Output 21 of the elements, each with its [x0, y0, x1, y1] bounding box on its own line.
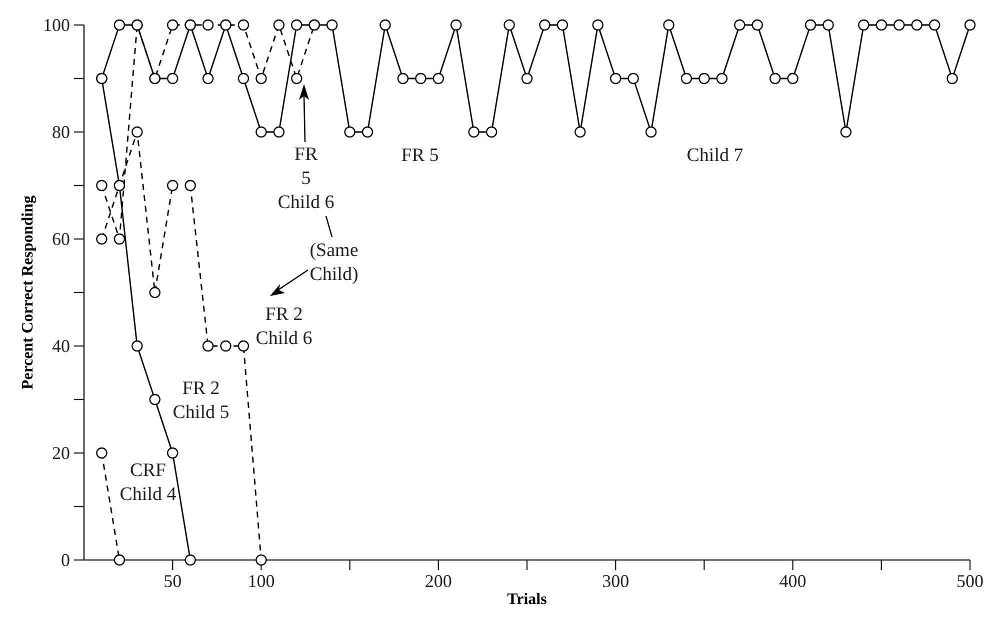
x-tick-label: 200	[424, 571, 452, 591]
y-tick-label: 40	[52, 336, 70, 356]
annotation: FR 2 Child 6	[256, 304, 312, 348]
y-tick-label: 100	[43, 15, 70, 35]
annotation: FR 2 Child 5	[172, 378, 230, 422]
x-tick-label: 500	[956, 571, 984, 591]
y-tick-label: 80	[52, 122, 70, 142]
x-tick-label: 100	[248, 571, 275, 591]
y-tick-label: 0	[61, 550, 70, 570]
annotation: FR 5 Child 6	[278, 144, 334, 212]
x-tick-label: 400	[779, 571, 806, 591]
y-axis-title: Percent Correct Responding	[20, 195, 36, 390]
x-axis-title: Trials	[507, 591, 547, 608]
annotation: CRF Child 4	[120, 460, 177, 504]
x-tick-label: 300	[602, 571, 630, 591]
x-tick-label: 50	[164, 571, 182, 591]
annotation: FR 5	[401, 144, 439, 166]
y-tick-label: 60	[52, 229, 70, 249]
y-tick-label: 20	[52, 443, 70, 463]
annotation: (Same Child)	[310, 240, 358, 284]
annotation: Child 7	[686, 144, 744, 166]
